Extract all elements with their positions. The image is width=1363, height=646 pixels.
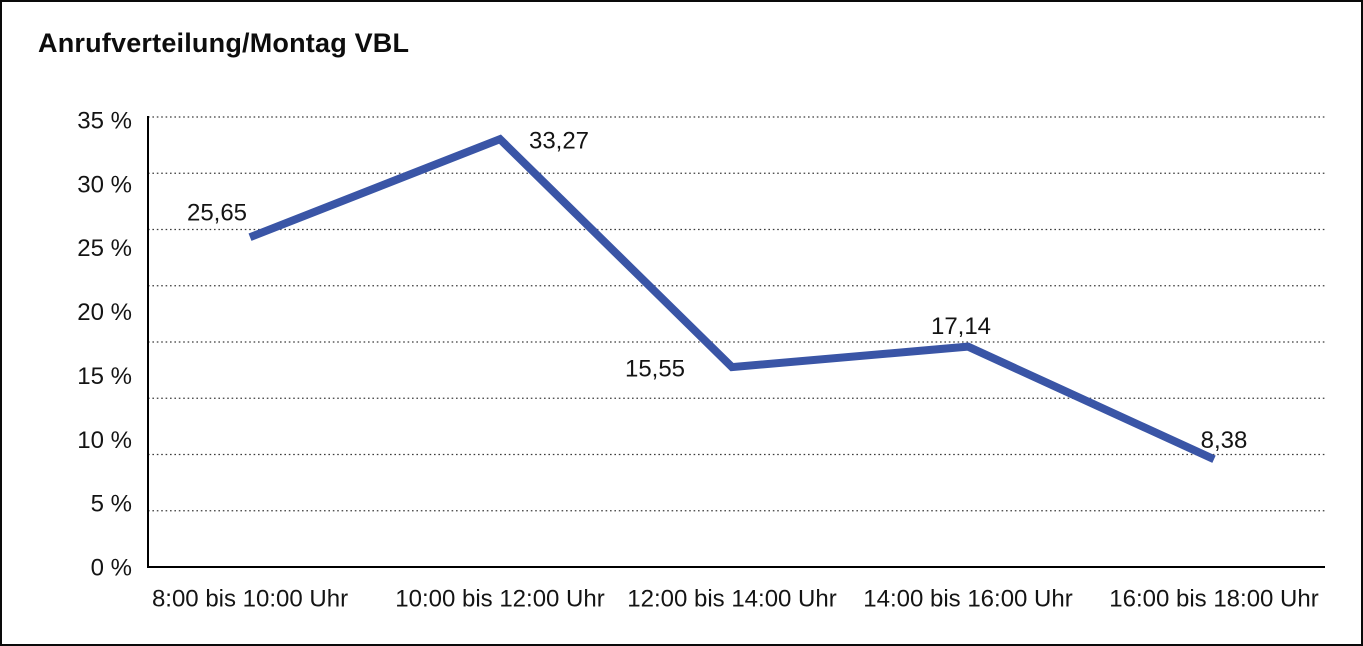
x-category-label: 12:00 bis 14:00 Uhr bbox=[627, 586, 836, 613]
y-tick-label: 0 % bbox=[91, 555, 132, 582]
data-point-label: 8,38 bbox=[1201, 427, 1248, 454]
y-tick-label: 20 % bbox=[77, 299, 132, 326]
data-point-label: 17,14 bbox=[931, 313, 991, 340]
y-tick-label: 35 % bbox=[77, 108, 132, 135]
data-point-label: 15,55 bbox=[625, 356, 685, 383]
y-tick-label: 10 % bbox=[77, 427, 132, 454]
chart-title: Anrufverteilung/Montag VBL bbox=[38, 28, 410, 58]
data-point-label: 33,27 bbox=[529, 128, 589, 155]
x-category-label: 16:00 bis 18:00 Uhr bbox=[1109, 586, 1318, 613]
y-tick-label: 5 % bbox=[91, 491, 132, 518]
x-category-label: 8:00 bis 10:00 Uhr bbox=[152, 586, 348, 613]
x-category-label: 10:00 bis 12:00 Uhr bbox=[395, 586, 604, 613]
y-tick-label: 25 % bbox=[77, 235, 132, 262]
data-line bbox=[248, 134, 1216, 463]
y-tick-label: 30 % bbox=[77, 171, 132, 198]
data-point-label: 25,65 bbox=[187, 200, 247, 227]
y-tick-label: 15 % bbox=[77, 363, 132, 390]
x-category-label: 14:00 bis 16:00 Uhr bbox=[863, 586, 1072, 613]
